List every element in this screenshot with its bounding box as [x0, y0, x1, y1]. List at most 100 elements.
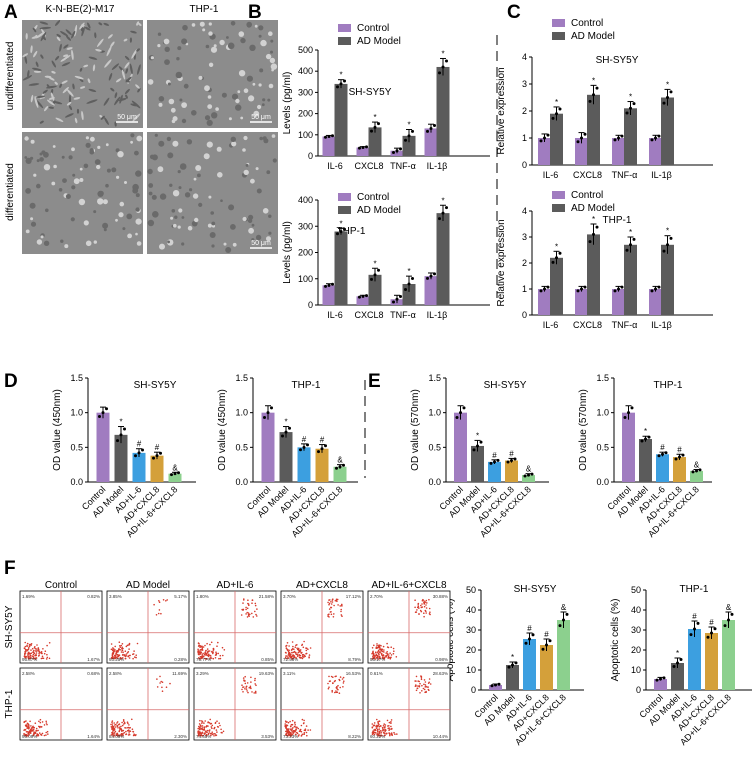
facs-event [246, 611, 248, 614]
bar [661, 244, 674, 315]
facs-event [211, 724, 214, 727]
chart-title: THP-1 [654, 380, 683, 391]
micro-cell [62, 178, 67, 184]
data-point [358, 295, 361, 299]
facs-event [372, 654, 375, 657]
micro-cell [45, 208, 49, 213]
bar [612, 138, 625, 165]
y-tick-label: 1.5 [596, 373, 609, 383]
data-point [657, 285, 661, 289]
micro-cell [216, 146, 222, 152]
facs-event [111, 649, 114, 652]
data-point [343, 227, 346, 231]
micro-cell [242, 216, 247, 222]
facs-event [160, 612, 162, 615]
legend-label: AD Model [357, 36, 401, 47]
data-point [284, 430, 288, 434]
facs-event [376, 644, 378, 647]
facs-event [384, 724, 387, 726]
chart-e-shsy5y: 0.00.51.01.5OD value (570nm)SH-SY5YContr… [410, 373, 549, 539]
facs-event [203, 722, 205, 724]
facs-event [46, 653, 48, 656]
facs-event [134, 656, 136, 658]
facs-event [114, 726, 117, 728]
facs-quadrant-percent: 72.58% [283, 657, 298, 662]
data-point [119, 433, 123, 437]
micro-cell [248, 214, 254, 220]
facs-event [386, 651, 389, 653]
micro-cell [81, 110, 84, 121]
micro-cell [125, 68, 129, 74]
micro-cell [98, 190, 104, 196]
facs-event [207, 721, 209, 723]
significance-marker: * [592, 215, 595, 224]
micro-cell [25, 229, 30, 234]
facs-event [37, 648, 40, 650]
facs-event [128, 727, 131, 729]
facs-event [372, 650, 374, 653]
data-point [472, 448, 476, 452]
facs-event [46, 656, 49, 659]
facs-event [296, 647, 298, 649]
micro-cell [51, 70, 56, 74]
facs-event [295, 729, 297, 732]
facs-event [394, 733, 396, 735]
facs-event [374, 658, 377, 660]
data-point [438, 217, 441, 221]
facs-event [115, 653, 117, 655]
facs-quadrant-percent: 93.25% [109, 657, 124, 662]
facs-quadrant-percent: 8.22% [348, 734, 361, 739]
micro-cell [232, 242, 237, 247]
facs-event [301, 733, 304, 736]
facs-event [121, 643, 124, 645]
bar [356, 296, 370, 305]
facs-event [382, 729, 385, 731]
facs-event [110, 723, 112, 726]
micro-cell [206, 141, 213, 148]
facs-event [198, 653, 200, 656]
facs-event [32, 651, 34, 653]
bar [261, 412, 275, 482]
micro-cell [83, 64, 89, 68]
micro-cell [55, 20, 61, 26]
facs-event [339, 676, 342, 678]
micro-cell [35, 31, 45, 39]
data-point [392, 300, 395, 304]
facs-event [132, 734, 135, 737]
facs-event [117, 727, 119, 729]
data-point [339, 230, 343, 233]
micro-cell [248, 95, 255, 102]
facs-event [385, 652, 388, 654]
micro-cell [168, 98, 175, 105]
facs-event [285, 652, 287, 654]
facs-event [296, 726, 298, 729]
facs-event [371, 733, 374, 736]
facs-event [373, 656, 376, 658]
facs-event [375, 725, 377, 728]
data-point [696, 621, 700, 625]
micro-cell [272, 158, 277, 163]
chart-title: SH-SY5Y [514, 584, 557, 595]
facs-event [335, 598, 338, 601]
facs-event [34, 722, 37, 724]
micro-cell [79, 178, 84, 182]
facs-event [129, 730, 132, 732]
facs-event [309, 729, 312, 731]
micro-cell [177, 225, 181, 229]
micro-cell [181, 102, 188, 108]
micro-cell [207, 95, 212, 99]
facs-event [285, 725, 288, 727]
data-point [693, 627, 696, 631]
facs-event [213, 732, 215, 735]
data-point [558, 624, 562, 628]
legend-label: AD Model [357, 205, 401, 216]
facs-event [307, 648, 309, 651]
micro-cell [245, 163, 249, 167]
data-point [343, 79, 346, 83]
data-point [698, 468, 702, 472]
facs-event [383, 649, 385, 651]
bar [436, 66, 450, 156]
facs-event [204, 657, 206, 660]
micro-cell [66, 101, 72, 106]
